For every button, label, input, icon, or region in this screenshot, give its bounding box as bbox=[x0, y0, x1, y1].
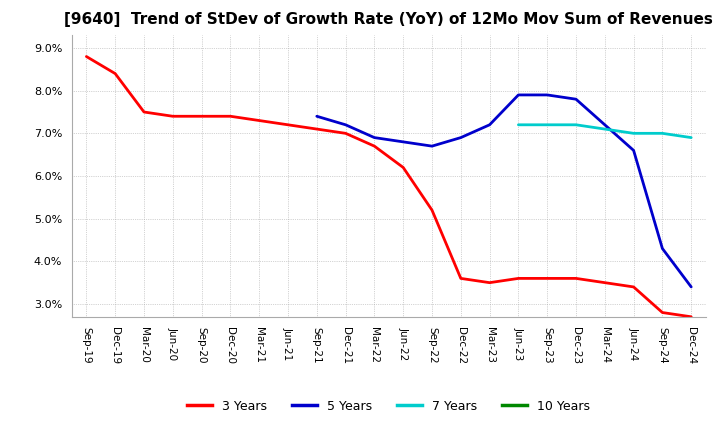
Line: 5 Years: 5 Years bbox=[317, 95, 691, 287]
3 Years bbox=[456, 276, 465, 281]
5 Years bbox=[543, 92, 552, 98]
3 Years bbox=[197, 114, 206, 119]
5 Years bbox=[456, 135, 465, 140]
5 Years bbox=[600, 122, 609, 128]
3 Years bbox=[687, 314, 696, 319]
Line: 3 Years: 3 Years bbox=[86, 56, 691, 317]
3 Years bbox=[140, 110, 148, 115]
5 Years bbox=[572, 96, 580, 102]
5 Years bbox=[370, 135, 379, 140]
Title: [9640]  Trend of StDev of Growth Rate (YoY) of 12Mo Mov Sum of Revenues: [9640] Trend of StDev of Growth Rate (Yo… bbox=[64, 12, 714, 27]
5 Years bbox=[399, 139, 408, 144]
5 Years bbox=[658, 246, 667, 251]
3 Years bbox=[658, 310, 667, 315]
3 Years bbox=[399, 165, 408, 170]
5 Years bbox=[312, 114, 321, 119]
5 Years bbox=[428, 143, 436, 149]
3 Years bbox=[572, 276, 580, 281]
5 Years bbox=[341, 122, 350, 128]
Legend: 3 Years, 5 Years, 7 Years, 10 Years: 3 Years, 5 Years, 7 Years, 10 Years bbox=[182, 395, 595, 418]
7 Years bbox=[514, 122, 523, 128]
3 Years bbox=[600, 280, 609, 285]
3 Years bbox=[82, 54, 91, 59]
3 Years bbox=[514, 276, 523, 281]
3 Years bbox=[111, 71, 120, 76]
3 Years bbox=[255, 118, 264, 123]
3 Years bbox=[341, 131, 350, 136]
3 Years bbox=[428, 208, 436, 213]
5 Years bbox=[629, 148, 638, 153]
7 Years bbox=[629, 131, 638, 136]
3 Years bbox=[629, 284, 638, 290]
3 Years bbox=[226, 114, 235, 119]
7 Years bbox=[687, 135, 696, 140]
7 Years bbox=[658, 131, 667, 136]
5 Years bbox=[687, 284, 696, 290]
3 Years bbox=[543, 276, 552, 281]
3 Years bbox=[312, 126, 321, 132]
7 Years bbox=[543, 122, 552, 128]
5 Years bbox=[514, 92, 523, 98]
3 Years bbox=[370, 143, 379, 149]
5 Years bbox=[485, 122, 494, 128]
Line: 7 Years: 7 Years bbox=[518, 125, 691, 138]
3 Years bbox=[168, 114, 177, 119]
3 Years bbox=[284, 122, 292, 128]
3 Years bbox=[485, 280, 494, 285]
7 Years bbox=[600, 126, 609, 132]
7 Years bbox=[572, 122, 580, 128]
